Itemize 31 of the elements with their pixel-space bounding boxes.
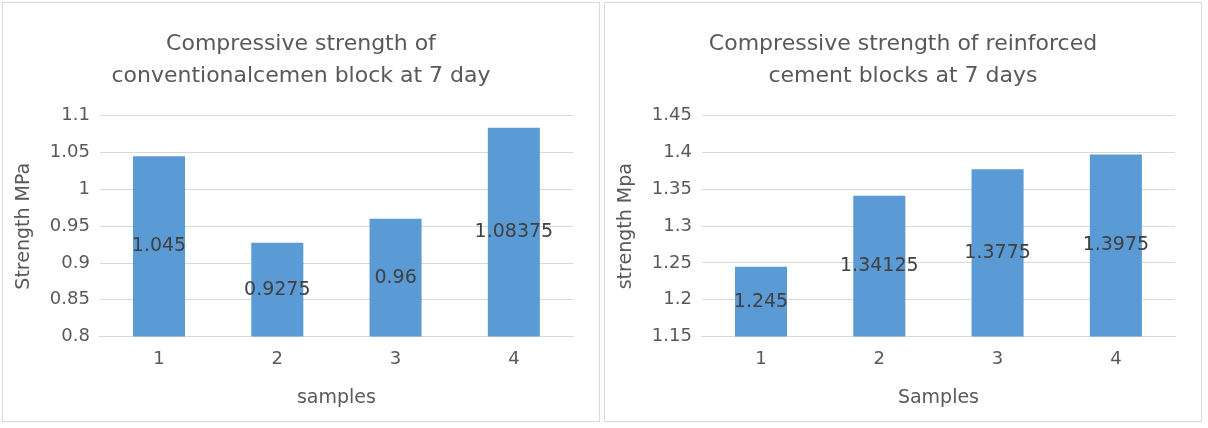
y-tick-label: 1 xyxy=(78,177,90,199)
x-tick-label: 3 xyxy=(389,347,402,369)
y-tick-label: 0.9 xyxy=(61,250,90,272)
data-label: 1.245 xyxy=(733,288,789,311)
data-label: 1.045 xyxy=(131,233,187,256)
y-tick-label: 1.35 xyxy=(651,177,692,199)
data-label: 0.96 xyxy=(374,264,417,287)
x-tick-label: 3 xyxy=(991,347,1004,369)
y-tick-label: 0.8 xyxy=(61,324,90,346)
x-tick-label: 2 xyxy=(271,347,284,369)
y-tick-label: 1.25 xyxy=(651,250,692,272)
x-tick-label: 4 xyxy=(508,347,520,369)
y-axis-title: strength Mpa xyxy=(613,163,636,290)
y-tick-label: 1.2 xyxy=(663,287,692,309)
x-tick-label: 1 xyxy=(153,347,165,369)
y-tick-label: 1.15 xyxy=(651,324,692,346)
x-tick-label: 1 xyxy=(755,347,767,369)
chart-title: Compressive strength of reinforced cement blocks at 7 days xyxy=(707,29,1099,89)
y-tick-label: 1.1 xyxy=(61,103,90,125)
chart-title: Compressive strength of conventionalcemen block at 7 day xyxy=(110,29,492,89)
y-tick-label: 1.3 xyxy=(663,213,692,235)
x-tick-label: 2 xyxy=(873,347,886,369)
y-tick-label: 1.45 xyxy=(651,103,692,125)
y-tick-label: 1.05 xyxy=(49,140,90,162)
y-tick-label: 1.4 xyxy=(663,140,692,162)
y-tick-label: 0.95 xyxy=(49,213,90,235)
x-axis-title: Samples xyxy=(897,384,980,407)
x-axis-title: samples xyxy=(296,384,376,407)
y-axis-title: Strength MPa xyxy=(11,162,34,290)
y-tick-label: 0.85 xyxy=(49,287,90,309)
x-tick-label: 4 xyxy=(1110,347,1122,369)
